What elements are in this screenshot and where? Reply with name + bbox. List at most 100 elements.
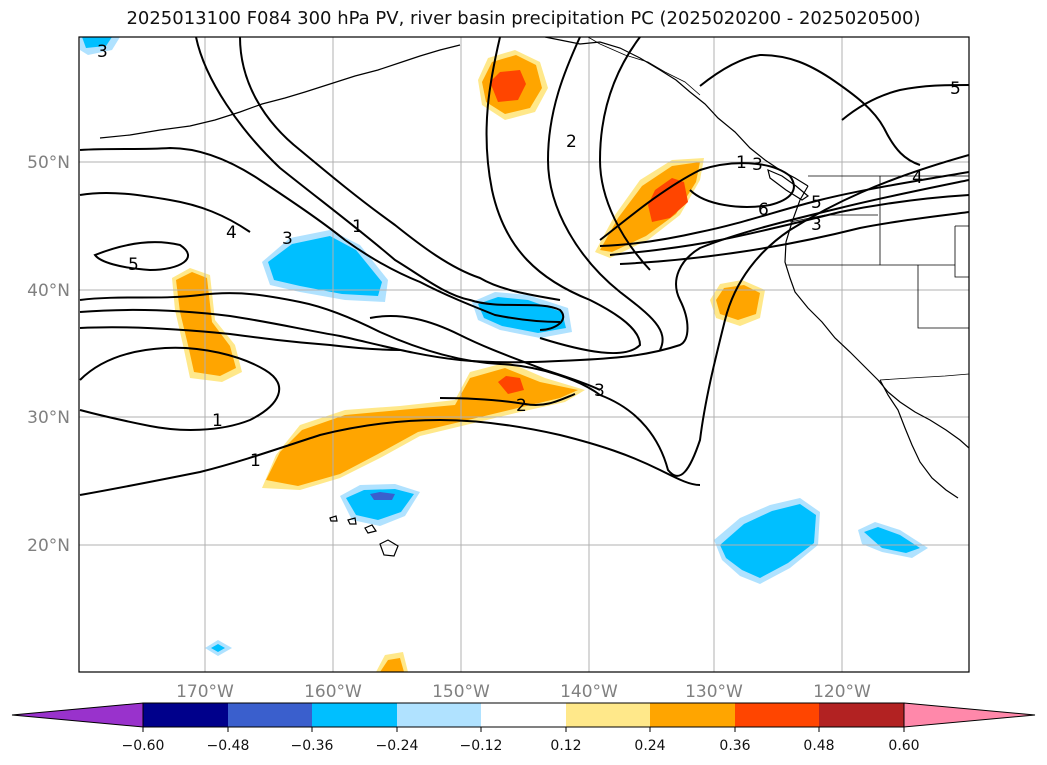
colorbar-tick-label: 0.24	[634, 738, 665, 754]
colorbar-tick-label: 0.60	[888, 738, 919, 754]
contour-label: 1	[352, 217, 363, 237]
coast-hawaii-kauai	[329, 515, 338, 522]
contour-label: 3	[752, 155, 763, 175]
contour-pv-5-ne	[841, 84, 969, 121]
contour-pv-5-west	[93, 241, 189, 272]
shade-red-subtropical	[498, 376, 524, 394]
shade-orange-central-strip	[176, 272, 236, 376]
map-title: 2025013100 F084 300 hPa PV, river basin …	[126, 8, 921, 29]
map-frame	[78, 36, 970, 673]
colorbar-bin	[397, 703, 481, 727]
contour-pv-1-south	[79, 346, 281, 431]
coast-hawaii-big-island	[379, 539, 399, 557]
contour-pv-3-mid	[369, 315, 601, 391]
lon-tick-label: 120°W	[813, 682, 871, 702]
contour-pv-5-ne-loop	[699, 53, 921, 166]
lat-tick-label: 40°N	[27, 281, 70, 301]
lon-tick-label: 160°W	[304, 682, 362, 702]
coast-hawaii-oahu	[347, 517, 357, 525]
contour-pv-ridge-outer	[79, 154, 969, 477]
colorbar-tick-label: −0.48	[207, 738, 250, 754]
colorbar-bin	[566, 703, 650, 727]
contour-labels: 3 5 4 3 1 2 5 1 3 2 3 6 5 4 3 1 1	[97, 42, 961, 471]
shade-blue-hawaii	[346, 489, 414, 520]
colorbar-bin	[228, 703, 312, 727]
contour-label: 2	[516, 396, 527, 416]
colorbar-tick-label: 0.12	[550, 738, 581, 754]
shade-blue-subtropic-east	[720, 504, 816, 578]
shade-orange-south-blob	[380, 658, 404, 672]
contour-pv-loop-6	[599, 162, 795, 241]
lon-tick-labels: 170°W 160°W 150°W 140°W 130°W 120°W	[176, 682, 871, 702]
shade-red-pacnw	[648, 178, 688, 222]
shade-red-gulf-alaska	[490, 70, 526, 102]
contour-pv-ridge-4	[609, 194, 969, 256]
contour-pv-trough-2	[546, 37, 664, 351]
colorbar-bin	[650, 703, 735, 727]
shade-blue-baja	[864, 527, 920, 553]
contour-pv-4-west	[79, 191, 251, 233]
coast-hawaii-maui	[364, 524, 377, 534]
contour-pv-ridge-3	[79, 326, 401, 351]
pv-contours	[79, 37, 969, 496]
colorbar-frame	[142, 702, 905, 728]
contour-pv-1-lower	[79, 418, 701, 496]
contour-label: 3	[282, 229, 293, 249]
lat-tick-labels: 50°N 40°N 30°N 20°N	[27, 153, 70, 556]
border-california-nevada	[917, 265, 969, 329]
contour-pv-2-north	[239, 37, 561, 301]
coast-alaska-south	[544, 37, 809, 187]
contour-label: 1	[736, 153, 747, 173]
contour-pv-ridge-5	[599, 171, 969, 247]
lat-tick-label: 20°N	[27, 536, 70, 556]
contour-label: 2	[566, 132, 577, 152]
shade-blue-northwest	[82, 37, 112, 48]
contour-label: 1	[250, 451, 261, 471]
contour-label: 3	[594, 381, 605, 401]
contour-pv-ridge-3b	[619, 211, 969, 265]
colorbar-tick-label: −0.12	[460, 738, 503, 754]
contour-label: 5	[128, 255, 139, 275]
coast-aleutians	[99, 44, 461, 139]
lon-tick-label: 170°W	[176, 682, 234, 702]
colorbar-bin	[819, 703, 904, 727]
colorbar-tick-label: 0.36	[719, 738, 750, 754]
graticule	[79, 37, 969, 672]
contour-pv-ridge-2	[79, 179, 969, 364]
coast-baja	[879, 379, 959, 499]
shade-blue-southwest	[211, 644, 225, 652]
colorbar-bin	[735, 703, 819, 727]
colorbar-extend-low	[11, 702, 144, 728]
contour-label: 4	[226, 223, 237, 243]
colorbar-bin	[312, 703, 397, 727]
colorbar-tick-label: −0.24	[376, 738, 419, 754]
lat-tick-label: 50°N	[27, 153, 70, 173]
contour-pv-trough-3	[598, 37, 651, 271]
contour-label: 4	[912, 168, 923, 188]
colorbar-ticks	[142, 727, 905, 732]
coastlines	[99, 37, 969, 557]
shade-blue-gulf	[268, 236, 382, 296]
contour-label: 3	[97, 42, 108, 62]
contour-label: 5	[811, 193, 822, 213]
colorbar-bin	[143, 703, 228, 727]
contour-label: 1	[212, 411, 223, 431]
contour-pv-3-north	[79, 146, 561, 323]
colorbar: −0.60 −0.48 −0.36 −0.24 −0.12 0.12 0.24 …	[11, 702, 1036, 754]
coast-pacnw-california	[784, 185, 969, 449]
colorbar-bin	[481, 703, 566, 727]
shade-dark-blue-hawaii	[370, 492, 395, 500]
contour-pv-2-mid	[439, 393, 576, 406]
contour-label: 3	[811, 215, 822, 235]
colorbar-tick-label: −0.60	[122, 738, 165, 754]
shade-orange-subtropical-band	[266, 368, 578, 486]
contour-pv-trough-1	[485, 37, 642, 355]
lon-tick-label: 140°W	[560, 682, 618, 702]
lon-tick-label: 130°W	[685, 682, 743, 702]
border-us-mexico	[879, 373, 969, 381]
map-panel: 3 5 4 3 1 2 5 1 3 2 3 6 5 4 3 1 1	[78, 36, 970, 673]
contour-pv-1-north	[195, 37, 565, 331]
border-alaska-canada	[587, 37, 701, 96]
colorbar-tick-label: 0.48	[803, 738, 834, 754]
lat-tick-label: 30°N	[27, 408, 70, 428]
